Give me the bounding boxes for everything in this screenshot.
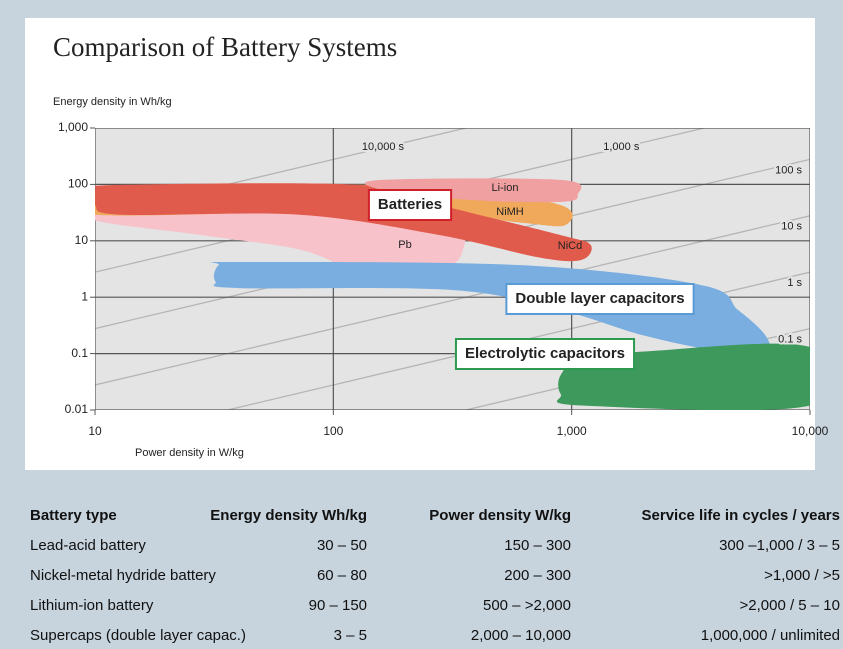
x-tick-label: 100 <box>323 424 343 438</box>
table-header: Battery type <box>30 507 117 524</box>
chart-title: Comparison of Battery Systems <box>53 32 397 62</box>
annotation: Double layer capacitors <box>505 283 695 315</box>
y-tick-label: 1 <box>81 289 88 303</box>
table-cell: 300 –1,000 / 3 – 5 <box>719 537 840 554</box>
table: Battery type Energy density Wh/kg Power de… <box>30 507 840 644</box>
table-cell: 2,000 – 10,000 <box>471 627 571 644</box>
y-tick-label: 1,000 <box>58 120 88 134</box>
table-cell: Nickel-metal hydride battery <box>30 567 216 584</box>
table-cell: Supercaps (double layer capac.) <box>30 627 246 644</box>
table-cell: >1,000 / >5 <box>764 567 840 584</box>
y-axis-label: Energy density in Wh/kg <box>53 96 172 108</box>
table-cell: Lead-acid battery <box>30 537 146 554</box>
time-label: 1,000 s <box>603 141 640 153</box>
time-label: 1 s <box>787 277 802 289</box>
table-cell: >2,000 / 5 – 10 <box>739 597 840 614</box>
x-tick-label: 10,000 <box>792 424 829 438</box>
region-label: Li-ion <box>492 182 519 194</box>
x-tick-label: 10 <box>88 424 102 438</box>
region-label: NiCd <box>558 240 582 252</box>
annotation-text: Electrolytic capacitors <box>465 345 625 362</box>
time-label: 10,000 s <box>362 141 405 153</box>
table-cell: Lithium-ion battery <box>30 597 154 614</box>
y-tick-label: 100 <box>68 177 88 191</box>
time-line <box>95 215 810 386</box>
table-cell: 500 – >2,000 <box>483 597 571 614</box>
annotation-box <box>505 283 695 315</box>
annotation-text: Double layer capacitors <box>515 290 684 307</box>
table-cell: 30 – 50 <box>317 537 367 554</box>
annotation-text: Batteries <box>378 196 442 213</box>
table-cell: 150 – 300 <box>504 537 571 554</box>
region-label: NiMH <box>496 206 524 218</box>
table-cell: 1,000,000 / unlimited <box>701 627 840 644</box>
annotation: Batteries <box>367 189 453 221</box>
annotation: Electrolytic capacitors <box>454 338 636 370</box>
overlay: 10,000 s 1,000 s 100 s 10 s 1 s 0.1 s 10 100 1,0… <box>58 120 829 438</box>
y-tick-label: 0.1 <box>71 346 88 360</box>
annotation-box <box>367 189 453 221</box>
table-header: Energy density Wh/kg <box>210 507 367 524</box>
x-axis-label: Power density in W/kg <box>135 447 244 459</box>
table-cell: 200 – 300 <box>504 567 571 584</box>
y-tick-label: 0.01 <box>65 402 89 416</box>
table-cell: 60 – 80 <box>317 567 367 584</box>
table-header: Power density W/kg <box>429 507 571 524</box>
table-header: Service life in cycles / years <box>642 507 840 524</box>
table-cell: 90 – 150 <box>309 597 367 614</box>
time-label: 10 s <box>781 221 802 233</box>
table-cell: 3 – 5 <box>334 627 367 644</box>
annotation-box <box>454 338 636 370</box>
time-label: 0.1 s <box>778 333 802 345</box>
y-tick-label: 10 <box>75 233 89 247</box>
region <box>364 178 582 203</box>
time-label: 100 s <box>775 164 802 176</box>
region-label: Pb <box>398 239 411 251</box>
x-tick-label: 1,000 <box>557 424 587 438</box>
region <box>95 183 592 262</box>
